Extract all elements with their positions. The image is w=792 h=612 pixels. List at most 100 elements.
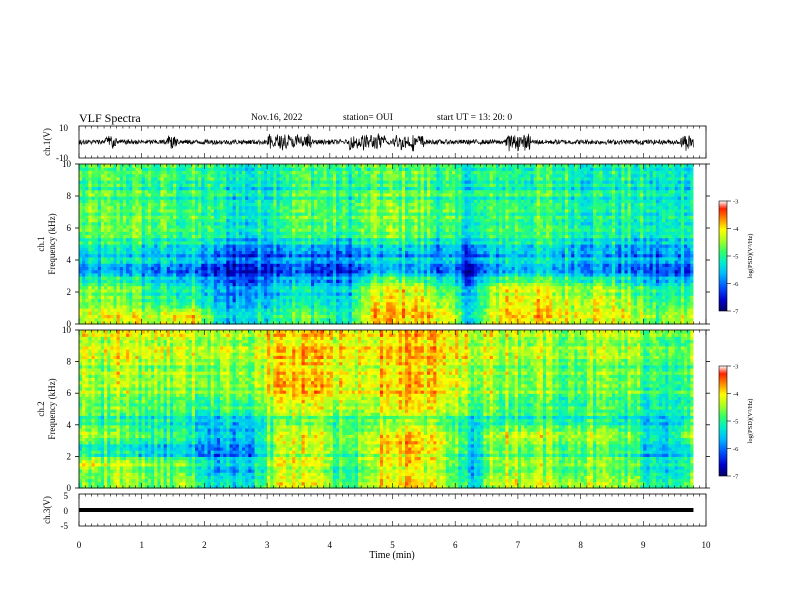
- psd-cell: [141, 205, 146, 210]
- psd-cell: [141, 247, 146, 251]
- psd-cell: [113, 180, 118, 184]
- psd-cell: [91, 272, 96, 277]
- psd-cell: [138, 285, 143, 290]
- psd-cell: [160, 221, 165, 226]
- psd-cell: [126, 282, 130, 287]
- psd-cell: [154, 317, 158, 322]
- psd-cell: [97, 308, 102, 312]
- psd-cell: [160, 218, 165, 223]
- psd-cell: [182, 272, 187, 277]
- psd-cell: [104, 292, 108, 296]
- psd-cell: [195, 269, 199, 274]
- psd-cell: [157, 288, 162, 293]
- psd-cell: [104, 170, 108, 175]
- psd-cell: [91, 237, 96, 242]
- psd-cell: [94, 285, 99, 290]
- psd-cell: [119, 320, 124, 325]
- psd-cell: [166, 320, 171, 325]
- psd-cell: [135, 301, 140, 306]
- psd-cell: [141, 202, 146, 207]
- psd-cell: [157, 285, 162, 290]
- psd-cell: [119, 276, 124, 280]
- psd-cell: [182, 205, 187, 210]
- psd-cell: [119, 301, 124, 306]
- psd-cell: [79, 212, 83, 216]
- psd-cell: [176, 247, 180, 251]
- psd-cell: [188, 205, 193, 210]
- psd-cell: [169, 234, 174, 239]
- psd-cell: [176, 189, 180, 194]
- psd-cell: [126, 234, 130, 239]
- psd-cell: [113, 237, 118, 242]
- psd-cell: [144, 173, 149, 178]
- psd-cell: [122, 282, 127, 287]
- psd-cell: [141, 285, 146, 290]
- psd-cell: [119, 250, 124, 255]
- psd-cell: [110, 279, 115, 283]
- psd-cell: [135, 186, 140, 191]
- psd-cell: [157, 212, 162, 216]
- psd-cell: [154, 228, 158, 232]
- psd-cell: [104, 253, 108, 258]
- psd-cell: [188, 304, 193, 309]
- psd-cell: [182, 250, 187, 255]
- psd-cell: [154, 167, 158, 171]
- psd-cell: [141, 253, 146, 258]
- psd-cell: [113, 301, 118, 306]
- psd-cell: [191, 308, 196, 312]
- psd-cell: [132, 247, 137, 251]
- psd-cell: [79, 247, 83, 251]
- psd-cell: [97, 295, 102, 299]
- psd-cell: [104, 221, 108, 226]
- psd-cell: [104, 208, 108, 213]
- psd-cell: [85, 202, 90, 207]
- psd-cell: [135, 317, 140, 322]
- psd-cell: [116, 208, 121, 213]
- psd-cell: [154, 224, 158, 229]
- psd-cell: [182, 189, 187, 194]
- psd-cell: [97, 180, 102, 184]
- psd-cell: [104, 240, 108, 245]
- psd-cell: [176, 253, 180, 258]
- psd-cell: [166, 186, 171, 191]
- psd-cell: [157, 269, 162, 274]
- psd-cell: [135, 199, 140, 203]
- psd-cell: [94, 180, 99, 184]
- psd-cell: [113, 244, 118, 248]
- psd-cell: [113, 234, 118, 239]
- psd-cell: [173, 176, 177, 181]
- psd-cell: [129, 276, 133, 280]
- psd-cell: [116, 218, 121, 223]
- psd-cell: [157, 224, 162, 229]
- psd-cell: [141, 237, 146, 242]
- psd-cell: [107, 205, 111, 210]
- psd-cell: [157, 186, 162, 191]
- psd-cell: [100, 317, 105, 322]
- psd-cell: [91, 304, 96, 309]
- psd-cell: [138, 234, 143, 239]
- psd-cell: [147, 256, 152, 261]
- psd-cell: [132, 167, 137, 171]
- psd-cell: [113, 189, 118, 194]
- psd-cell: [166, 192, 171, 197]
- psd-cell: [91, 253, 96, 258]
- psd-cell: [100, 234, 105, 239]
- psd-cell: [144, 192, 149, 197]
- psd-cell: [179, 189, 184, 194]
- psd-cell: [154, 170, 158, 175]
- psd-cell: [91, 260, 96, 264]
- psd-cell: [163, 314, 168, 319]
- psd-cell: [135, 311, 140, 315]
- psd-cell: [179, 317, 184, 322]
- psd-cell: [160, 301, 165, 306]
- psd-cell: [100, 288, 105, 293]
- psd-cell: [144, 314, 149, 319]
- psd-cell: [82, 192, 86, 197]
- psd-cell: [191, 320, 196, 325]
- psd-cell: [147, 247, 152, 251]
- psd-cell: [119, 311, 124, 315]
- psd-cell: [176, 234, 180, 239]
- psd-cell: [97, 170, 102, 175]
- psd-cell: [129, 183, 133, 187]
- psd-cell: [94, 269, 99, 274]
